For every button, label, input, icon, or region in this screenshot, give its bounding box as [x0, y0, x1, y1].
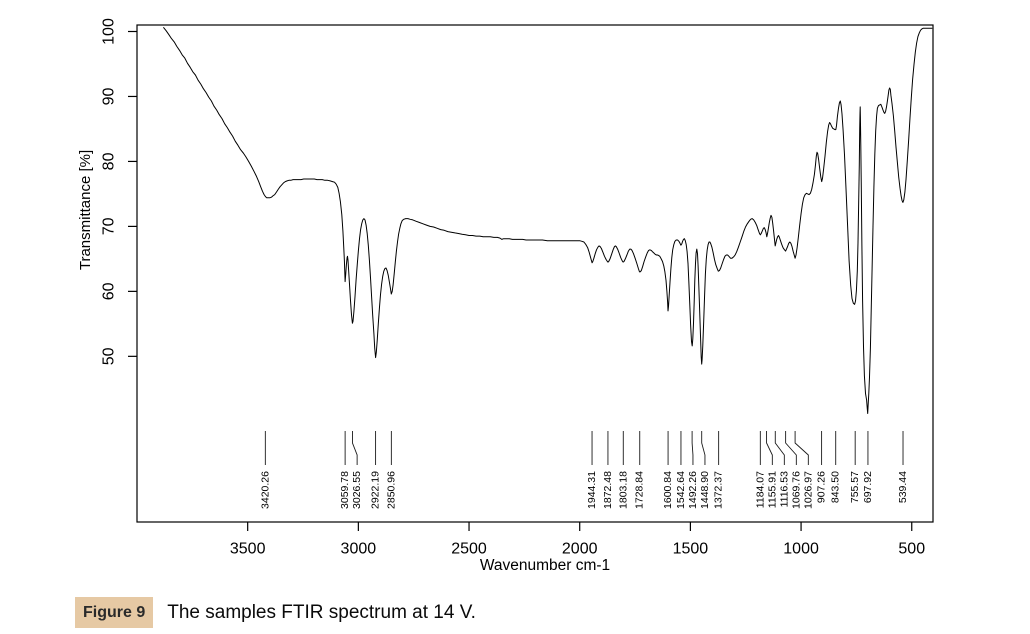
peak-leader-line: [785, 431, 797, 465]
x-tick-label: 3500: [230, 541, 266, 558]
peak-wavenumber-label: 1872.48: [602, 471, 614, 509]
figure-label-badge: Figure 9: [75, 597, 154, 628]
peak-wavenumber-label: 1600.84: [662, 471, 674, 509]
peak-wavenumber-label: 907.26: [816, 471, 828, 503]
peak-wavenumber-label: 2922.19: [370, 471, 382, 509]
plot-frame: [136, 24, 934, 523]
peak-leader-line: [352, 431, 358, 465]
peak-annotations: 3420.26 3059.78 3026.55 2922.19 2850.96 1944.…: [259, 431, 909, 509]
peak-wavenumber-label: 3420.26: [259, 471, 271, 509]
peak-wavenumber-label: 843.50: [830, 471, 842, 503]
peak-leader-line: [701, 431, 706, 465]
x-tick-label: 2000: [562, 541, 598, 558]
x-tick-label: 2500: [451, 541, 487, 558]
spectrum-line: [163, 27, 933, 414]
peak-leader-line: [774, 431, 785, 465]
peak-wavenumber-label: 1372.37: [713, 471, 725, 509]
peak-leader-line: [794, 431, 809, 465]
peak-leader-line: [766, 431, 773, 465]
peak-wavenumber-label: 3026.55: [351, 471, 363, 509]
peak-wavenumber-label: 1184.07: [754, 471, 766, 508]
peak-leader-line: [691, 431, 694, 465]
peak-wavenumber-label: 1448.90: [699, 471, 711, 509]
x-tick-label: 1000: [783, 541, 819, 558]
y-tick-label: 80: [101, 152, 118, 170]
y-tick-label: 60: [101, 282, 118, 300]
x-tick-label: 1500: [673, 541, 709, 558]
peak-wavenumber-label: 1492.26: [687, 471, 699, 509]
y-axis-title: Transmittance [%]: [77, 150, 94, 270]
peak-wavenumber-label: 1728.84: [634, 471, 646, 509]
peak-wavenumber-label: 697.92: [862, 471, 874, 503]
peak-wavenumber-label: 1116.53: [778, 471, 790, 508]
peak-wavenumber-label: 539.44: [897, 471, 909, 503]
peak-wavenumber-label: 1944.31: [586, 471, 598, 509]
peak-wavenumber-label: 755.57: [849, 471, 861, 503]
x-tick-label: 3000: [341, 541, 377, 558]
x-axis-title: Wavenumber cm-1: [480, 557, 610, 574]
peak-wavenumber-label: 3059.78: [339, 471, 351, 509]
y-tick-label: 50: [101, 347, 118, 365]
peak-wavenumber-label: 1155.91: [766, 471, 778, 508]
ftir-chart: 3500 3000 2500 2000 1500 1000 500 100 90 80 70 60 50…: [77, 18, 934, 574]
peak-wavenumber-label: 2850.96: [385, 471, 397, 509]
peak-wavenumber-label: 1069.76: [790, 471, 802, 509]
peak-wavenumber-label: 1542.64: [675, 471, 687, 509]
peak-wavenumber-label: 1803.18: [617, 471, 629, 509]
figure-caption: Figure 9 The samples FTIR spectrum at 14…: [75, 597, 476, 628]
y-tick-label: 70: [101, 217, 118, 235]
figure-caption-text: The samples FTIR spectrum at 14 V.: [167, 601, 476, 623]
y-tick-label: 100: [101, 18, 118, 45]
axis-ticks: 3500 3000 2500 2000 1500 1000 500 100 90 80 70 60 50: [101, 18, 926, 557]
spectrum-curve: [163, 27, 933, 414]
y-tick-label: 90: [101, 87, 118, 105]
peak-wavenumber-label: 1026.97: [802, 471, 814, 509]
x-tick-label: 500: [898, 541, 925, 558]
